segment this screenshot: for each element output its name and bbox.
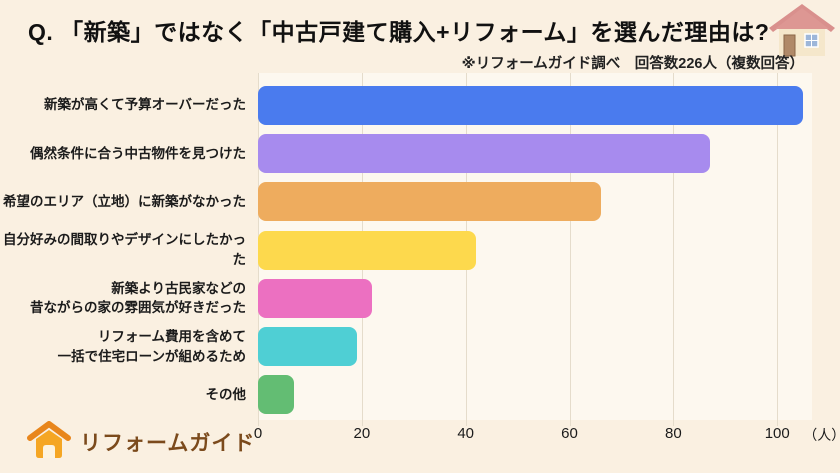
chart-row: 偶然条件に合う中古物件を見つけた (0, 129, 812, 177)
house-door (783, 34, 796, 57)
brand-logo: リフォームガイド (26, 421, 255, 463)
bar-rows: 新築が高くて予算オーバーだった偶然条件に合う中古物件を見つけた希望のエリア（立地… (0, 81, 812, 419)
page-title: Q. 「新築」ではなく「中古戸建て購入+リフォーム」を選んだ理由は? (28, 19, 770, 45)
bar-5 (258, 278, 373, 318)
logo-house-icon (27, 421, 71, 458)
bar-4 (258, 230, 477, 270)
x-tick-100: 100 (764, 425, 790, 442)
x-tick-0: 0 (253, 425, 263, 442)
bar-1 (258, 85, 804, 125)
bar-3 (258, 182, 601, 222)
category-label: その他 (205, 387, 247, 403)
category-label: 希望のエリア（立地）に新築がなかった (3, 193, 246, 209)
bar-chart: 新築が高くて予算オーバーだった偶然条件に合う中古物件を見つけた希望のエリア（立地… (0, 73, 840, 455)
chart-row: 新築が高くて予算オーバーだった (0, 81, 812, 129)
x-tick-60: 60 (561, 425, 578, 442)
gridline-100 (777, 73, 779, 426)
chart-row: リフォーム費用を含めて 一括で住宅ローンが組めるため (0, 322, 812, 370)
x-tick-20: 20 (353, 425, 371, 442)
logo-text: リフォームガイド (80, 432, 256, 455)
x-axis-unit: （人） (803, 427, 840, 443)
category-label: リフォーム費用を含めて 一括で住宅ローンが組めるため (57, 329, 246, 364)
x-tick-40: 40 (457, 425, 475, 442)
chart-row: 希望のエリア（立地）に新築がなかった (0, 178, 812, 226)
logo-house-door (43, 445, 55, 458)
house-illustration-icon (769, 4, 835, 57)
bar-2 (258, 133, 710, 173)
chart-row: その他 (0, 371, 812, 419)
bar-6 (258, 327, 357, 367)
category-label: 偶然条件に合う中古物件を見つけた (30, 145, 246, 161)
category-label: 新築より古民家などの 昔ながらの家の雰囲気が好きだった (30, 280, 246, 316)
bar-7 (258, 375, 295, 415)
chart-row: 新築より古民家などの 昔ながらの家の雰囲気が好きだった (0, 274, 812, 322)
chart-row: 自分好みの間取りやデザインにしたかった (0, 226, 812, 274)
survey-note: ※リフォームガイド調べ 回答数226人（複数回答） (461, 56, 804, 72)
gridline-60 (569, 73, 571, 426)
category-label: 新築が高くて予算オーバーだった (44, 97, 246, 113)
gridline-80 (673, 73, 675, 426)
x-axis: 0 20 40 60 80 100 （人） (254, 425, 840, 447)
house-roof-inner (775, 8, 829, 29)
category-label: 自分好みの間取りやデザインにしたかった (3, 232, 246, 268)
x-tick-80: 80 (665, 425, 682, 442)
